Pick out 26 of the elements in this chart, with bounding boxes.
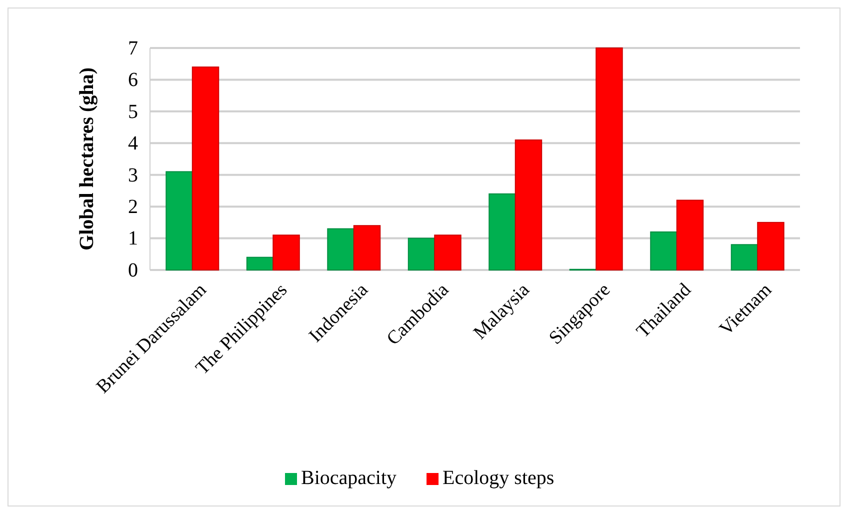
bar <box>246 256 274 270</box>
bar <box>434 234 462 270</box>
y-tick-label: 4 <box>128 132 138 155</box>
y-tick-label: 7 <box>128 37 138 60</box>
bar <box>192 66 220 270</box>
y-tick-label: 5 <box>128 100 138 123</box>
bar <box>327 228 354 270</box>
y-tick-label: 3 <box>128 164 138 186</box>
bar <box>166 171 193 270</box>
bar <box>757 222 784 270</box>
bar <box>514 139 542 270</box>
bar <box>408 238 436 270</box>
y-tick-label: 0 <box>128 259 138 282</box>
bar <box>353 225 381 270</box>
y-tick-label: 2 <box>128 196 138 218</box>
bar <box>730 244 758 270</box>
legend-label: Biocapacity <box>301 467 397 489</box>
y-tick-label: 1 <box>128 228 138 250</box>
bar <box>488 193 516 270</box>
bar <box>650 231 678 270</box>
y-axis-title: Global hectares (gha) <box>76 68 98 250</box>
bar <box>596 48 623 270</box>
bar <box>676 200 704 270</box>
y-tick-label: 6 <box>128 69 138 92</box>
legend-label: Ecology steps <box>442 467 554 489</box>
bar <box>272 234 300 270</box>
